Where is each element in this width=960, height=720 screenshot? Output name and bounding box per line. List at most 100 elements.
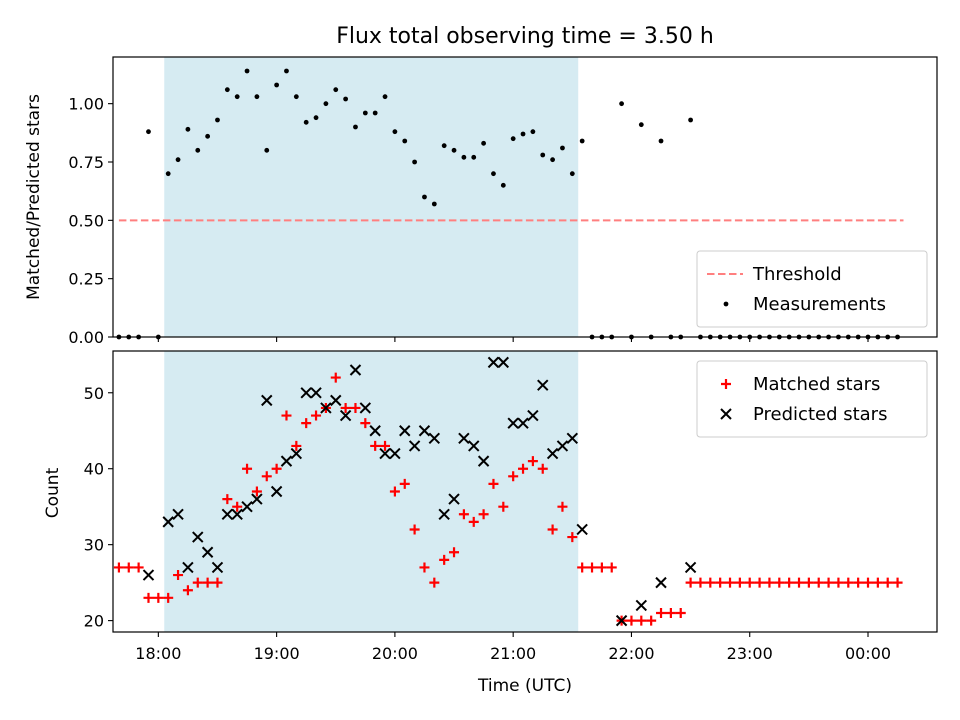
measurements-marker (362, 110, 368, 116)
predicted-stars-marker (448, 493, 460, 505)
matched-stars-marker (301, 418, 312, 429)
predicted-stars-marker (320, 402, 332, 414)
predicted-stars-marker (280, 455, 293, 467)
matched-stars-marker (813, 577, 824, 588)
matched-stars-marker (853, 577, 864, 588)
legend-label: Measurements (753, 294, 886, 315)
measurements-marker (195, 147, 201, 153)
measurements-marker (481, 140, 487, 146)
predicted-stars-marker (251, 493, 263, 505)
predicted-stars-marker (408, 440, 421, 452)
predicted-stars-marker (330, 394, 342, 407)
matched-stars-marker (222, 494, 233, 505)
x-tick-label: 23:00 (727, 644, 773, 663)
matched-stars-marker (774, 577, 785, 588)
x-tick-label: 21:00 (490, 644, 536, 663)
legend-matched-stars-marker (721, 379, 731, 389)
y-tick-label: 0.00 (68, 328, 104, 347)
predicted-stars-marker (359, 402, 372, 414)
matched-stars-marker (458, 509, 469, 520)
measurements-marker (372, 110, 378, 116)
predicted-stars-marker (546, 447, 559, 460)
axes-frame (112, 350, 938, 633)
predicted-stars-marker (458, 432, 470, 445)
legend-box (696, 360, 928, 438)
matched-stars-marker (291, 440, 302, 451)
legend-label: Threshold (752, 264, 842, 285)
predicted-stars-marker (142, 569, 155, 581)
matched-stars-marker (133, 562, 144, 573)
matched-stars-marker (271, 463, 282, 474)
matched-stars-marker (281, 410, 292, 421)
bottom-y-axis-label: Count (43, 467, 63, 518)
measurements-marker (264, 147, 270, 153)
measurements-marker (175, 157, 181, 163)
matched-stars-marker (242, 463, 253, 474)
predicted-stars-marker (507, 417, 519, 429)
legend-predicted-stars-marker (720, 408, 732, 420)
matched-stars-marker (350, 402, 361, 413)
matched-stars-marker (439, 554, 450, 565)
matched-stars-marker (734, 577, 745, 588)
predicted-stars-marker (566, 432, 579, 445)
matched-stars-marker (429, 577, 440, 588)
measurements-marker (638, 122, 644, 128)
measurements-marker (215, 117, 220, 123)
predicted-stars-marker (576, 523, 588, 536)
predicted-stars-marker (438, 508, 450, 520)
matched-stars-marker (202, 577, 213, 588)
measurements-marker (471, 154, 477, 160)
predicted-stars-marker (310, 387, 322, 399)
matched-stars-marker (754, 577, 765, 588)
predicted-stars-marker (615, 614, 628, 627)
y-tick-label: 20 (84, 612, 104, 631)
measurements-marker (303, 119, 309, 125)
x-tick-label: 00:00 (845, 644, 891, 663)
measurements-marker (550, 157, 555, 163)
predicted-stars-marker (517, 417, 529, 429)
y-tick-label: 50 (84, 384, 104, 403)
predicted-stars-marker (684, 561, 697, 574)
bottom-panel: 20 30 40 50 18:00 19:00 20:00 21:00 22:00 23:00 00… (84, 350, 938, 663)
matched-stars-marker (577, 562, 588, 573)
predicted-stars-marker (399, 425, 411, 437)
matched-stars-marker (163, 592, 174, 603)
predicted-stars-marker (379, 447, 391, 460)
matched-stars-marker (764, 577, 775, 588)
measurements-marker (234, 94, 240, 100)
matched-stars-marker (547, 524, 558, 535)
predicted-stars-marker (261, 394, 273, 407)
predicted-stars-marker (428, 432, 441, 445)
measurements-marker (343, 96, 349, 102)
predicted-stars-marker (556, 440, 569, 452)
predicted-stars-marker (339, 409, 352, 422)
measurements-marker (224, 87, 230, 93)
measurements-marker (293, 94, 299, 100)
y-tick-label: 40 (84, 460, 104, 479)
measurements-marker (333, 87, 339, 93)
predicted-stars-marker (389, 447, 401, 460)
measurements-marker (284, 68, 289, 74)
predicted-stars-marker (487, 356, 500, 369)
legend-box (696, 250, 928, 328)
matched-stars-marker (311, 410, 322, 421)
predicted-stars-marker (270, 485, 283, 498)
matched-stars-marker (182, 585, 193, 596)
measurements-marker (402, 138, 408, 144)
measurements-marker (353, 124, 358, 130)
measurements-marker (441, 143, 447, 149)
measurements-marker (510, 136, 516, 142)
measurements-marker (422, 194, 427, 200)
measurements-marker (461, 154, 467, 160)
legend-label: Matched stars (753, 374, 880, 395)
matched-stars-marker (192, 577, 203, 588)
observing-window-shade (164, 351, 579, 632)
x-axis-label: Time (UTC) (477, 676, 572, 696)
predicted-stars-marker (655, 576, 667, 589)
chart-title: Flux total observing time = 3.50 h (336, 24, 714, 49)
matched-stars-marker (675, 608, 686, 619)
measurements-marker (146, 129, 151, 135)
matched-stars-marker (872, 577, 883, 588)
matched-stars-marker (232, 501, 243, 512)
measurements-marker (560, 145, 565, 151)
